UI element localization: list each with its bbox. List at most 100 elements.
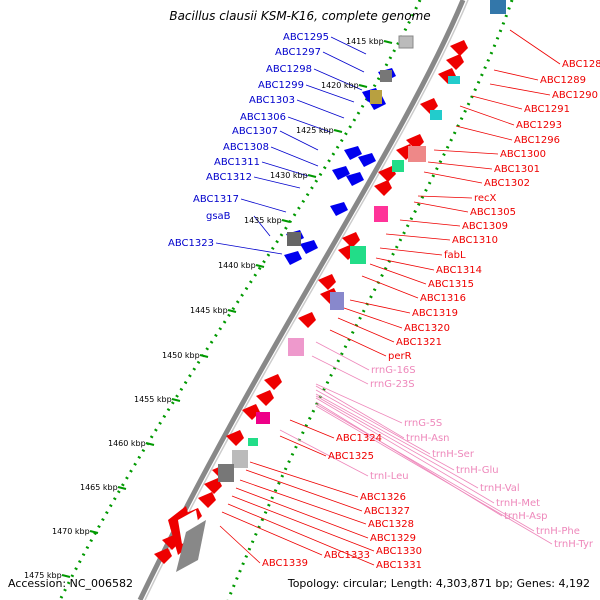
- gene-block-left: [300, 240, 318, 254]
- gene-block-right: [226, 430, 244, 446]
- label-leader-right: [279, 435, 327, 457]
- gene-label-right: ABC1321: [396, 337, 442, 348]
- label-leader-left: [270, 146, 319, 167]
- gene-block-right: [450, 40, 468, 56]
- label-leader-right: [235, 487, 369, 539]
- kbp-tick-label: 1475 kbp: [24, 571, 62, 580]
- gene-label-right: ABC1285: [562, 59, 600, 70]
- gene-label-right: ABC1300: [500, 149, 546, 160]
- gene-label-right: ABC1339: [262, 558, 308, 569]
- label-leader-right: [245, 469, 363, 512]
- label-leader-right: [493, 69, 539, 81]
- gene-block-right: [378, 166, 396, 182]
- kbp-tick-mark: [255, 264, 265, 268]
- rna-label: rrnG-23S: [370, 379, 415, 390]
- kbp-tick-label: 1420 kbp: [321, 81, 359, 90]
- gene-block-lavender: [330, 292, 344, 310]
- label-leader-rna: [279, 429, 369, 477]
- label-leader-left: [313, 68, 363, 91]
- label-leader-right: [385, 233, 451, 241]
- gene-block-right: [318, 274, 336, 290]
- gene-label-right: ABC1296: [514, 135, 560, 146]
- label-leader-right: [343, 307, 403, 329]
- label-leader-right: [471, 95, 523, 110]
- genome-summary-text: Topology: circular; Length: 4,303,871 bp…: [287, 577, 590, 590]
- gene-block-left: [346, 172, 364, 186]
- gene-block-gray: [398, 35, 414, 49]
- kbp-tick-mark: [89, 530, 99, 534]
- gene-label-left: ABC1298: [266, 64, 312, 75]
- gene-label-right: ABC1326: [360, 492, 406, 503]
- gene-label-right: ABC1301: [494, 164, 540, 175]
- gene-features: [154, 0, 506, 572]
- label-leader-right: [455, 125, 513, 141]
- gene-block-right: [242, 404, 260, 420]
- gene-label-left: gsaB: [206, 211, 231, 222]
- label-leader-right: [379, 247, 443, 256]
- rna-label: trnH-Asp: [504, 511, 548, 522]
- rna-label: trnH-Phe: [536, 526, 580, 537]
- dotted-track-outer: [226, 0, 514, 600]
- gene-label-right: ABC1329: [370, 533, 416, 544]
- label-leader-right: [375, 257, 435, 271]
- genome-title: Bacillus clausii KSM-K16, complete genom…: [169, 9, 431, 23]
- rna-label: trnI-Leu: [370, 471, 409, 482]
- kbp-tick-mark: [227, 309, 237, 313]
- kbp-tick-label: 1465 kbp: [80, 483, 118, 492]
- label-leader-left: [296, 99, 345, 119]
- kbp-tick-mark: [333, 129, 343, 133]
- gene-block-left: [332, 166, 350, 180]
- label-leader-right: [489, 83, 551, 96]
- label-leader-rna: [315, 383, 403, 424]
- gene-block-gray: [287, 232, 301, 246]
- gene-label-left: ABC1308: [223, 142, 269, 153]
- label-leader-rna: [315, 395, 479, 489]
- rna-label: trnH-Val: [480, 483, 520, 494]
- kbp-tick-mark: [307, 174, 317, 178]
- gene-label-right: ABC1333: [324, 550, 370, 561]
- kbp-tick-label: 1450 kbp: [162, 351, 200, 360]
- kbp-tick-mark: [199, 354, 209, 358]
- label-leader-right: [249, 461, 359, 498]
- accession-text: Accession: NC_006582: [8, 577, 134, 590]
- label-leader-right: [231, 495, 375, 552]
- rna-label: trnH-Glu: [456, 465, 499, 476]
- gene-block-pink: [408, 146, 426, 162]
- gene-label-right: perR: [388, 351, 412, 362]
- gene-block-right: [256, 390, 274, 406]
- label-leader-right: [413, 201, 469, 213]
- label-leader-left: [322, 51, 365, 73]
- gene-label-right: ABC1305: [470, 207, 516, 218]
- label-leader-right: [221, 511, 323, 556]
- gene-block-blue: [490, 0, 506, 14]
- kbp-tick-label: 1455 kbp: [134, 395, 172, 404]
- gene-label-right: ABC1293: [516, 120, 562, 131]
- gene-label-right: ABC1302: [484, 178, 530, 189]
- label-leader-right: [349, 299, 411, 314]
- label-leader-right: [289, 419, 335, 439]
- rna-label: rrnG-5S: [404, 418, 442, 429]
- gene-label-right: ABC1314: [436, 265, 482, 276]
- label-leader-left: [215, 242, 283, 255]
- label-leader-right: [227, 503, 375, 566]
- label-leader-right: [423, 171, 483, 184]
- gene-block-gray: [218, 464, 234, 482]
- gene-block-cyan: [430, 110, 442, 120]
- gene-block-right: [374, 180, 392, 196]
- label-leader-rna: [311, 355, 369, 385]
- kbp-tick-label: 1415 kbp: [346, 37, 384, 46]
- gene-label-left: ABC1299: [258, 80, 304, 91]
- label-leader-rna: [315, 405, 553, 545]
- gene-label-left: ABC1312: [206, 172, 252, 183]
- kbp-tick-label: 1445 kbp: [190, 306, 228, 315]
- gene-label-right: recX: [474, 193, 497, 204]
- rna-label: trnH-Asn: [406, 433, 450, 444]
- kbp-tick-mark: [61, 574, 71, 578]
- label-leader-right: [427, 161, 493, 170]
- kbp-tick-label: 1435 kbp: [244, 216, 282, 225]
- label-leader-left: [261, 161, 309, 177]
- gene-label-right: ABC1315: [428, 279, 474, 290]
- label-leader-right: [337, 317, 395, 343]
- gene-label-right: ABC1291: [524, 104, 570, 115]
